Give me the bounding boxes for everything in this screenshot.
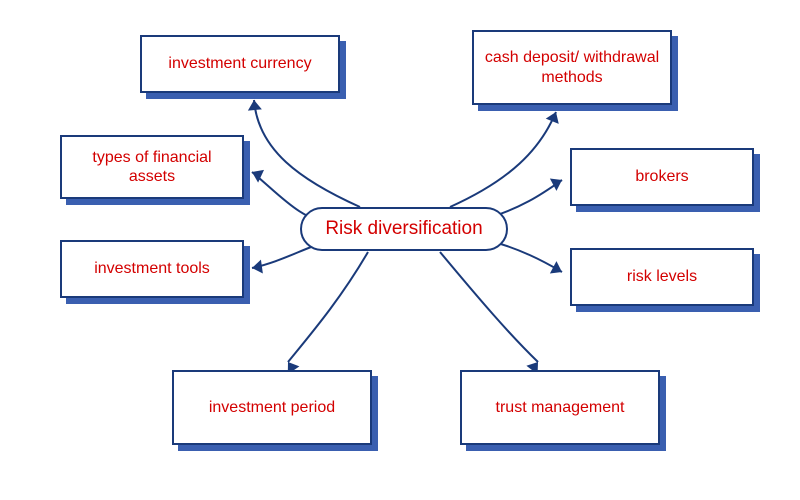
risk-levels-label: risk levels	[619, 263, 705, 290]
diagram-canvas: investment currency types of financial as…	[0, 0, 800, 500]
arrowhead-to-types-financial-assets	[252, 170, 264, 183]
arrowhead-to-cash-methods	[546, 112, 559, 124]
arrow-to-trust-management	[440, 252, 538, 362]
node-investment-tools: investment tools	[60, 240, 244, 298]
node-cash-methods: cash deposit/ withdrawal methods	[472, 30, 672, 105]
brokers-label: brokers	[627, 163, 696, 190]
arrowhead-to-brokers	[550, 179, 562, 191]
arrow-to-cash-methods	[450, 112, 556, 207]
investment-currency-label: investment currency	[160, 50, 319, 77]
center-node: Risk diversification	[300, 207, 508, 251]
center-label: Risk diversification	[317, 214, 490, 245]
node-investment-currency: investment currency	[140, 35, 340, 93]
arrowhead-to-investment-currency	[248, 100, 262, 111]
node-risk-levels: risk levels	[570, 248, 754, 306]
investment-tools-label: investment tools	[86, 255, 218, 282]
types-financial-assets-label: types of financial assets	[62, 144, 242, 190]
trust-management-label: trust management	[488, 394, 633, 421]
node-types-financial-assets: types of financial assets	[60, 135, 244, 199]
arrow-to-investment-period	[288, 252, 368, 362]
investment-period-label: investment period	[201, 394, 343, 421]
cash-methods-label: cash deposit/ withdrawal methods	[474, 44, 670, 90]
arrowhead-to-risk-levels	[550, 261, 562, 273]
node-trust-management: trust management	[460, 370, 660, 445]
node-investment-period: investment period	[172, 370, 372, 445]
arrow-to-investment-currency	[254, 100, 360, 207]
arrowhead-to-investment-tools	[252, 260, 263, 274]
node-brokers: brokers	[570, 148, 754, 206]
